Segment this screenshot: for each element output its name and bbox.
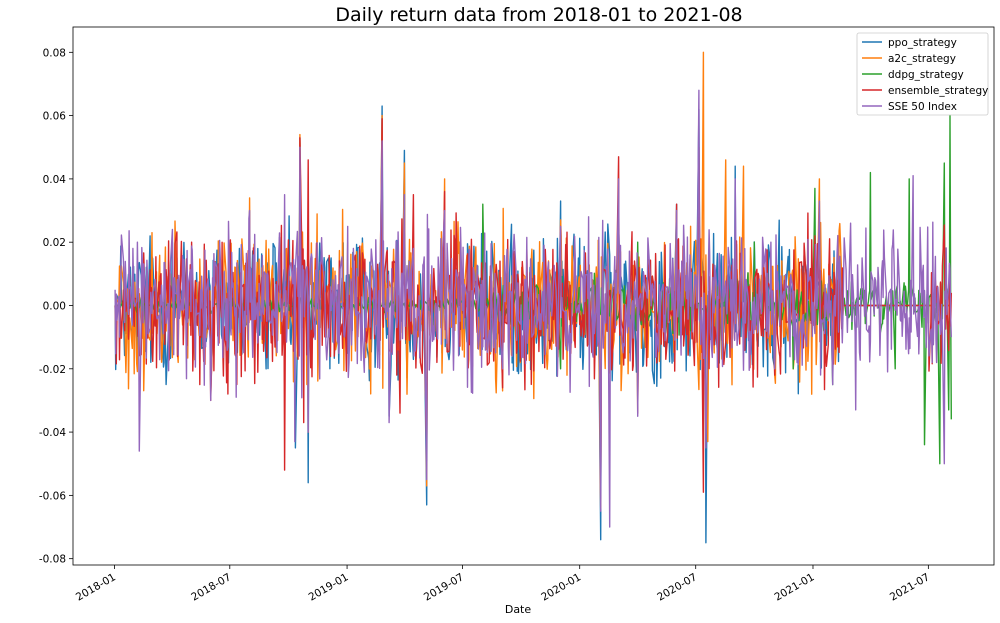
- y-tick-label: -0.04: [39, 427, 66, 439]
- x-tick-label: 2018-01: [74, 571, 118, 603]
- y-tick-label: -0.06: [39, 490, 66, 502]
- y-tick-label: -0.08: [39, 554, 66, 566]
- x-tick-label: 2019-01: [307, 571, 351, 603]
- y-tick-label: 0.08: [43, 47, 66, 59]
- legend-label: ensemble_strategy: [888, 85, 988, 97]
- x-tick-label: 2020-01: [539, 571, 583, 603]
- y-tick-label: 0.02: [43, 237, 66, 249]
- y-tick-label: 0.04: [43, 174, 67, 186]
- legend-box: [856, 32, 989, 116]
- legend-label: a2c_strategy: [888, 53, 956, 65]
- x-tick-label: 2021-01: [772, 571, 816, 603]
- series-line: [114, 118, 952, 500]
- series-line: [114, 89, 952, 528]
- series-sse-50-index: [114, 89, 952, 528]
- series-layer: [114, 51, 952, 544]
- x-tick-label: 2020-07: [655, 571, 699, 603]
- x-tick-label: 2019-07: [422, 571, 466, 603]
- y-tick-label: 0.06: [43, 111, 67, 123]
- chart-title: Daily return data from 2018-01 to 2021-0…: [335, 4, 742, 26]
- x-axis-label: Date: [505, 603, 532, 616]
- y-axis: -0.08 -0.06 -0.04 -0.02 0.00 0.02 0.04 0.06 0.08: [39, 47, 73, 566]
- series-ensemble-strategy: [114, 118, 952, 500]
- x-tick-label: 2018-07: [189, 571, 233, 603]
- legend-label: ddpg_strategy: [888, 69, 964, 81]
- y-tick-label: -0.02: [39, 364, 66, 376]
- plot-area-frame: [72, 26, 995, 566]
- legend-label: ppo_strategy: [888, 37, 957, 49]
- x-tick-label: 2021-07: [888, 571, 932, 603]
- y-tick-label: 0.00: [43, 300, 66, 312]
- legend: ppo_strategy a2c_strategy ddpg_strategyens…: [856, 32, 989, 116]
- legend-label: SSE 50 Index: [888, 101, 957, 113]
- x-axis: 2018-01 2018-07 2019-01 2019-07 2020-01 2020-…: [74, 565, 932, 604]
